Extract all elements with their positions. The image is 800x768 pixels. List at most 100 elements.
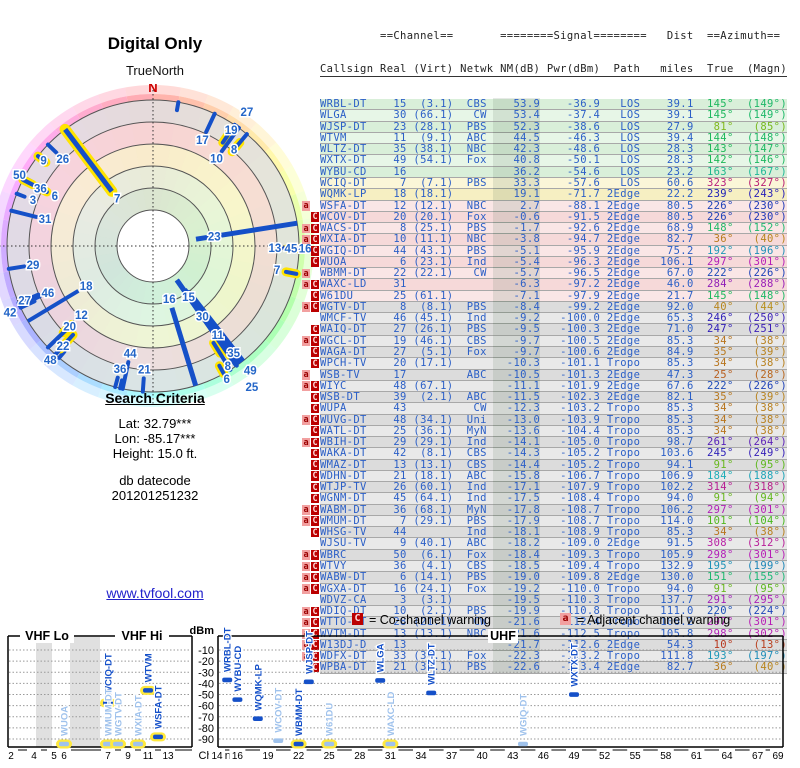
svg-text:WMUM-DT: WMUM-DT	[104, 688, 115, 736]
svg-text:7: 7	[114, 194, 120, 206]
adjacent-channel-warning-badge: a	[302, 629, 310, 640]
table-row: WMCF-TV 46 (45.1) Ind -9.2 -100.0 2Edge …	[320, 312, 788, 325]
svg-text:25: 25	[324, 751, 336, 762]
svg-text:49: 49	[244, 366, 257, 378]
svg-text:8: 8	[225, 361, 232, 373]
co-channel-warning-badge: C	[311, 662, 319, 673]
co-channel-warning-badge: C	[311, 392, 319, 403]
adjacent-channel-warning-badge: a	[302, 606, 310, 617]
svg-text:26: 26	[56, 154, 69, 166]
svg-text:10: 10	[210, 154, 223, 166]
svg-text:WQMK-LP: WQMK-LP	[253, 664, 264, 711]
adjacent-channel-warning-badge: a	[302, 617, 310, 628]
svg-text:40: 40	[477, 751, 489, 762]
svg-text:19: 19	[225, 125, 238, 137]
adjacent-channel-warning-badge: a	[302, 415, 310, 426]
svg-text:-90: -90	[198, 734, 214, 746]
svg-text:-80: -80	[198, 723, 214, 735]
adjacent-channel-warning-badge: a	[302, 381, 310, 392]
co-channel-badge: C	[352, 613, 363, 625]
svg-text:-60: -60	[198, 701, 214, 713]
svg-text:WLGA: WLGA	[376, 643, 387, 672]
svg-text:7: 7	[105, 751, 111, 762]
table-row: WUOA 6 (23.1) Ind -5.4 -96.3 2Edge 106.1…	[311, 255, 788, 269]
signal-table: ==Channel== ========Signal======== Dist …	[302, 8, 788, 696]
svg-text:23: 23	[208, 231, 221, 243]
svg-text:28: 28	[354, 751, 366, 762]
svg-text:N: N	[148, 84, 157, 95]
svg-text:35: 35	[227, 348, 240, 360]
db-datecode: db datecode 201201251232	[0, 473, 310, 503]
co-channel-warning-badge: C	[311, 358, 319, 369]
svg-text:64: 64	[721, 751, 733, 762]
svg-text:16: 16	[163, 294, 176, 306]
table-row: WQMK-LP 18 (18.1) 19.1 -71.7 2Edge 22.2 …	[320, 188, 788, 201]
true-north-label: TrueNorth	[125, 63, 185, 78]
co-channel-warning-badge: C	[311, 381, 319, 392]
svg-text:20: 20	[63, 321, 76, 333]
svg-text:WXTX-DT: WXTX-DT	[570, 643, 581, 686]
co-channel-warning-badge: C	[311, 324, 319, 335]
svg-text:44: 44	[124, 348, 137, 360]
co-channel-warning-badge: C	[311, 426, 319, 437]
svg-text:WCOV-DT: WCOV-DT	[274, 688, 285, 733]
table-row: W61DU 25 (61.1) -7.1 -97.9 2Edge 21.7 14…	[311, 289, 788, 302]
svg-text:19: 19	[262, 751, 274, 762]
svg-text:6: 6	[61, 751, 67, 762]
svg-text:16: 16	[299, 244, 312, 256]
adjacent-channel-warning-badge: a	[302, 302, 310, 313]
adjacent-channel-warning-badge: a	[302, 279, 310, 290]
co-channel-warning-badge: C	[311, 291, 319, 302]
table-row: WMUM-DT 7 (29.1) PBS -17.9 -108.7 Tropo …	[302, 514, 788, 528]
adjacent-channel-warning-badge: a	[302, 437, 310, 448]
svg-text:2: 2	[8, 751, 14, 762]
table-row: WIYC 48 (67.1) -11.1 -101.9 2Edge 67.6 2…	[302, 379, 788, 393]
svg-text:58: 58	[660, 751, 672, 762]
co-channel-warning-badge: C	[311, 302, 319, 313]
svg-text:dBm: dBm	[190, 625, 215, 637]
svg-text:WYBU-CD: WYBU-CD	[233, 646, 244, 692]
adjacent-channel-warning-badge: a	[302, 651, 310, 662]
table-row: WJSU-TV 9 (40.1) ABC -18.2 -109.0 2Edge …	[320, 537, 788, 550]
co-channel-warning-badge: C	[311, 336, 319, 347]
co-channel-warning-badge: C	[311, 212, 319, 223]
table-row: WDHN-DT 21 (18.1) ABC -15.8 -106.7 Tropo…	[311, 469, 788, 483]
svg-text:WUOA: WUOA	[60, 706, 71, 736]
table-row: WDVZ-CA 3 (3.1) -19.5 -110.3 Tropo 137.7…	[320, 593, 788, 607]
co-channel-warning-badge: C	[311, 448, 319, 459]
svg-text:16: 16	[232, 751, 244, 762]
svg-text:6: 6	[52, 191, 58, 203]
co-channel-warning-badge: C	[311, 550, 319, 561]
svg-text:29: 29	[27, 260, 40, 272]
svg-text:WLTZ-DT: WLTZ-DT	[427, 643, 438, 685]
adjacent-channel-warning-badge: a	[302, 584, 310, 595]
db-datecode-value: 201201251232	[111, 488, 199, 503]
co-channel-warning-badge: C	[311, 527, 319, 538]
table-row: WSFA-DT 12 (12.1) NBC 2.7 -88.1 2Edge 80…	[302, 199, 788, 212]
co-channel-warning-badge: C	[311, 246, 319, 257]
svg-text:9: 9	[40, 155, 46, 167]
tvfool-link[interactable]: www.tvfool.com	[106, 585, 204, 601]
table-rows: WRBL-DT 15 (3.1) CBS 53.9 -36.9 LOS 39.1…	[302, 98, 788, 674]
svg-text:46: 46	[538, 751, 550, 762]
table-row: WLGA 30 (66.1) CW 53.4 -37.4 LOS 39.1 14…	[320, 109, 788, 122]
svg-text:3: 3	[30, 195, 36, 207]
svg-text:36: 36	[114, 364, 127, 376]
co-channel-warning-badge: C	[311, 606, 319, 617]
table-row: WSB-TV 17 ABC -10.5 -101.3 2Edge 47.3 25…	[302, 368, 788, 381]
svg-text:WGTV-DT: WGTV-DT	[114, 692, 125, 736]
co-channel-warning-badge: C	[311, 460, 319, 471]
co-channel-warning-badge: C	[311, 257, 319, 268]
table-row: WUPA 43 CW -12.3 -103.2 Tropo 85.3 34° (…	[311, 402, 788, 415]
table-row: WRBL-DT 15 (3.1) CBS 53.9 -36.9 LOS 39.1…	[320, 98, 788, 111]
co-channel-warning-badge: C	[311, 572, 319, 583]
co-channel-warning-badge: C	[311, 437, 319, 448]
table-row: WDIQ-DT 10 (2.1) PBS -19.9 -110.8 Tropo …	[302, 605, 788, 618]
adjacent-channel-warning-badge: a	[302, 640, 310, 651]
table-row: WYBU-CD 16 36.2 -54.6 LOS 23.2 163° (167…	[320, 165, 788, 178]
table-row: WJSP-DT 23 (28.1) PBS 52.3 -38.6 LOS 27.…	[320, 120, 788, 133]
table-row: WBIH-DT 29 (29.1) Ind -14.1 -105.0 Tropo…	[302, 436, 788, 449]
adjacent-channel-warning-badge: a	[302, 201, 310, 212]
svg-text:30: 30	[196, 311, 209, 323]
adjacent-channel-warning-badge: a	[302, 223, 310, 234]
